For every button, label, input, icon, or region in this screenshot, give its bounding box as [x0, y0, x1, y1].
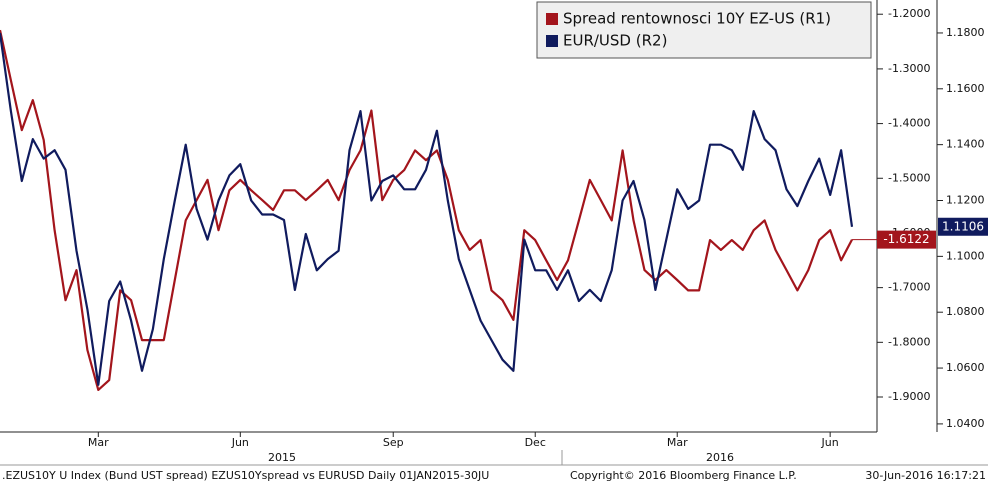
y2-tick-label: 1.1200 [946, 194, 985, 207]
y-tick-label: -1.8000 [888, 335, 930, 348]
x-tick-label: Dec [525, 436, 546, 449]
x-tick-label: Mar [667, 436, 688, 449]
year-label: 2015 [268, 451, 296, 464]
legend-label: EUR/USD (R2) [563, 32, 667, 50]
x-tick-label: Jun [821, 436, 839, 449]
footer-timestamp: 30-Jun-2016 16:17:21 [865, 469, 986, 482]
x-tick-label: Mar [88, 436, 109, 449]
y2-tick-label: 1.1000 [946, 249, 985, 262]
y2-tick-label: 1.0800 [946, 305, 985, 318]
footer-source: .EZUS10Y U Index (Bund UST spread) EZUS1… [2, 469, 489, 482]
series-line [0, 32, 854, 386]
legend-box [536, 1, 872, 59]
legend-swatch [546, 35, 558, 47]
y2-tick-label: 1.1400 [946, 138, 985, 151]
y-tick-label: -1.5000 [888, 171, 930, 184]
legend-label: Spread rentownosci 10Y EZ-US (R1) [563, 10, 831, 28]
y-tick-label: -1.9000 [888, 390, 930, 403]
x-tick-label: Jun [231, 436, 249, 449]
y-tick-label: -1.7000 [888, 281, 930, 294]
y-tick-label: -1.2000 [888, 7, 930, 20]
series-line [0, 29, 853, 391]
footer-copyright: Copyright© 2016 Bloomberg Finance L.P. [570, 469, 797, 482]
last-value-label: -1.6122 [883, 232, 929, 246]
y2-tick-label: 1.1800 [946, 26, 985, 39]
y2-tick-label: 1.1600 [946, 82, 985, 95]
last-value-box [877, 230, 936, 249]
y-tick-label: -1.3000 [888, 62, 930, 75]
last-value-box [938, 217, 988, 236]
y2-tick-label: 1.0600 [946, 361, 985, 374]
y2-tick-label: 1.0400 [946, 417, 985, 430]
year-label: 2016 [706, 451, 734, 464]
x-tick-label: Sep [383, 436, 404, 449]
legend-swatch [546, 13, 558, 25]
y-tick-label: -1.4000 [888, 117, 930, 130]
last-value-label: 1.1106 [942, 219, 984, 233]
